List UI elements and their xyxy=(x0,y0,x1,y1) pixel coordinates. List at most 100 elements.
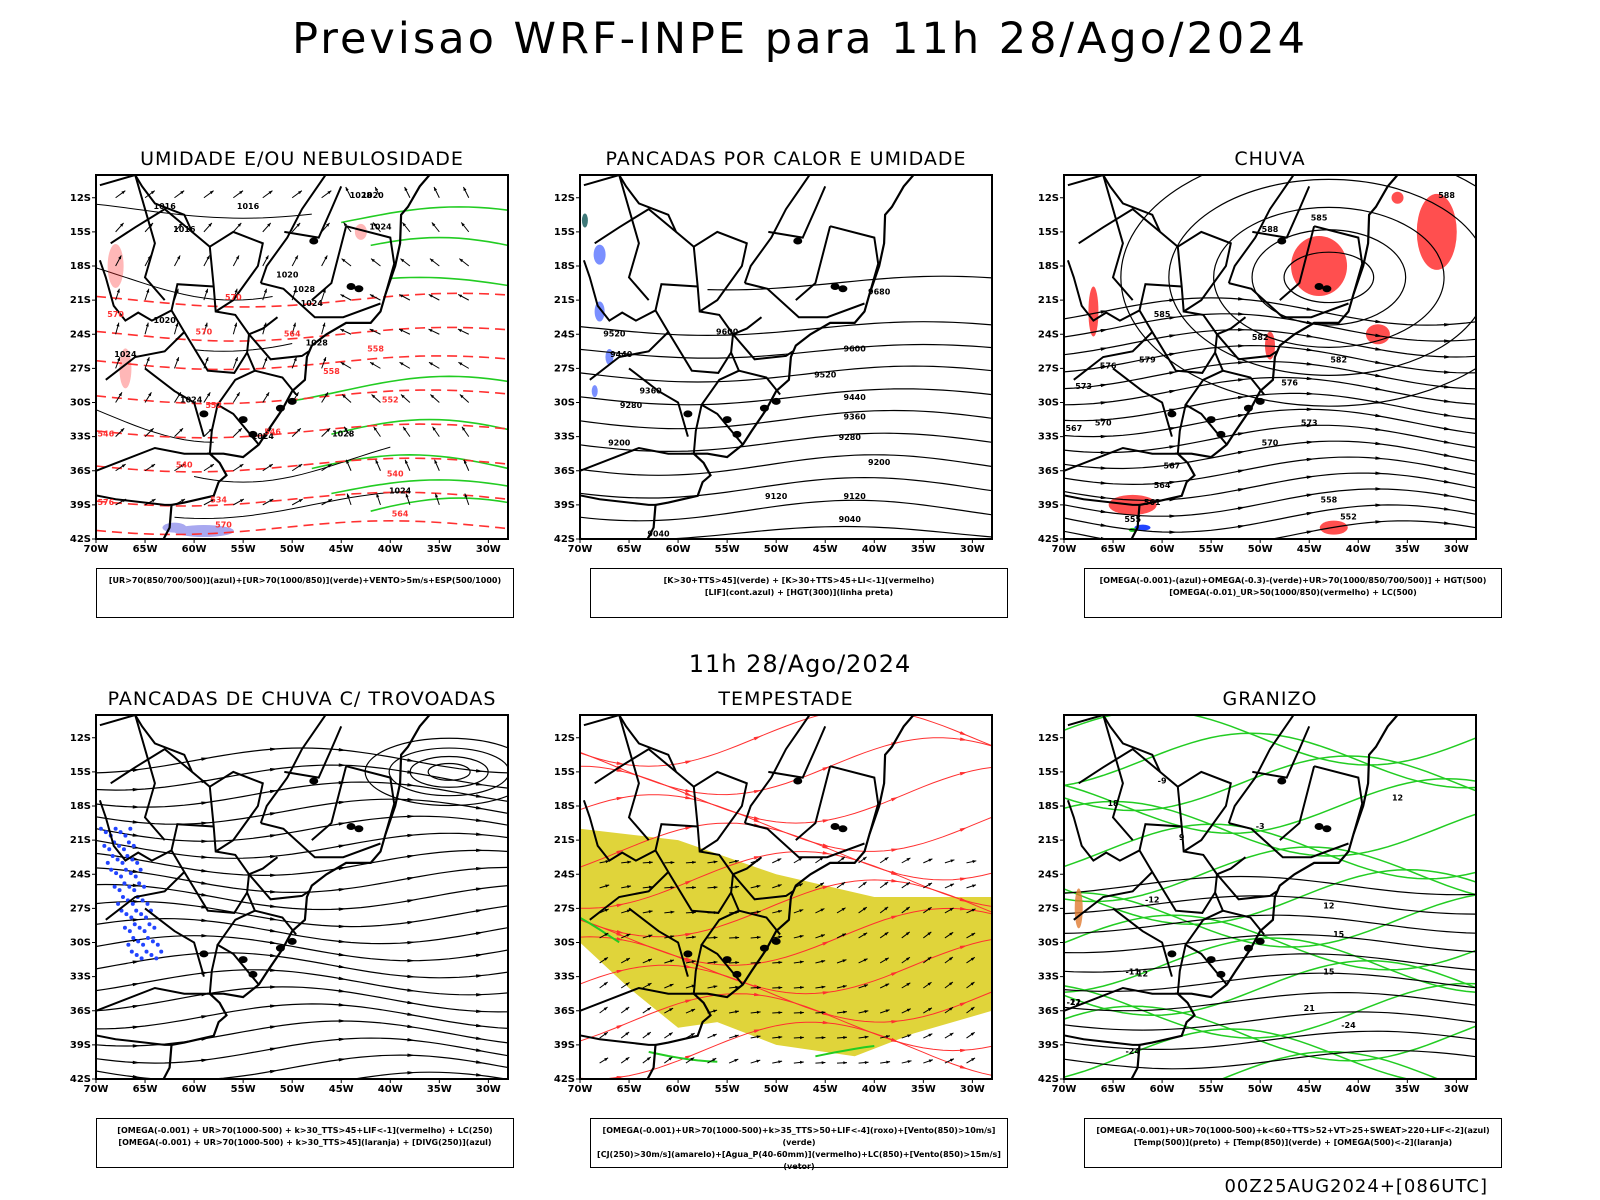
wind-arrowhead xyxy=(777,884,782,888)
wind-arrowhead xyxy=(648,910,653,914)
boundary-line xyxy=(731,316,794,361)
dot xyxy=(147,922,152,927)
lat-tick-label: 39S xyxy=(70,1040,91,1051)
lon-tick-label: 50W xyxy=(1248,544,1273,555)
streamline-arrow xyxy=(1100,310,1109,314)
streamline-arrow xyxy=(616,969,625,974)
streamline xyxy=(96,866,508,894)
wind-arrowhead xyxy=(864,1035,869,1039)
lat-tick-label: 42S xyxy=(554,534,575,545)
lat-tick-label: 27S xyxy=(1038,903,1059,914)
streamline-arrow xyxy=(270,890,278,894)
streamline-arrow xyxy=(132,899,141,904)
boundary-line xyxy=(580,446,694,472)
wind-arrowhead xyxy=(375,186,379,191)
legend-chuva: [OMEGA(-0.001)-(azul)+OMEGA(-0.3)-(verde… xyxy=(1084,568,1502,618)
dot xyxy=(127,929,132,934)
streamline-arrow xyxy=(269,747,278,751)
streamline-arrow xyxy=(407,920,415,925)
streamline xyxy=(1064,424,1476,454)
vortex-ring xyxy=(427,762,471,781)
lat-tick-label: 18S xyxy=(554,261,575,272)
boundary-line xyxy=(1252,726,1311,779)
streamline-arrow xyxy=(1238,344,1246,348)
wind-arrowhead xyxy=(267,222,271,227)
contour-line xyxy=(1064,755,1476,812)
contour-line xyxy=(96,326,508,342)
lat-tick-label: 18S xyxy=(70,261,91,272)
lake-mark xyxy=(1314,822,1324,830)
dot xyxy=(122,925,127,930)
wind-arrowhead xyxy=(625,1057,630,1061)
wind-arrowhead xyxy=(345,186,349,191)
streamline-arrow xyxy=(338,976,347,980)
streamline xyxy=(96,798,508,825)
streamline-arrow xyxy=(132,857,141,861)
streamline-arrow xyxy=(475,887,484,891)
wind-arrowhead xyxy=(927,907,932,911)
boundary-line xyxy=(829,765,880,835)
wind-arrowhead xyxy=(777,858,782,862)
wind-arrowhead xyxy=(369,329,374,333)
wind-arrowhead xyxy=(405,493,409,498)
boundary-line xyxy=(1112,367,1173,437)
wind-arrowhead xyxy=(906,982,911,987)
boundary-line xyxy=(628,367,689,437)
geography xyxy=(1064,175,1399,539)
contour-label: -11 xyxy=(1125,967,1140,976)
wind-arrowhead xyxy=(862,907,867,911)
wind-arrowhead xyxy=(118,255,122,260)
lon-tick-label: 30W xyxy=(1444,1084,1469,1095)
wind-arrowhead xyxy=(296,222,301,227)
streamline-arrow xyxy=(1169,480,1177,485)
contour-label: 9440 xyxy=(610,350,633,359)
contour-lines xyxy=(580,916,875,1063)
dot xyxy=(115,857,120,862)
wind-arrowhead xyxy=(341,258,346,263)
streamline-arrow xyxy=(407,1038,415,1042)
dot xyxy=(119,874,124,879)
contour-line xyxy=(1064,1050,1476,1070)
dot xyxy=(112,884,117,889)
wind-arrowhead xyxy=(843,1036,847,1040)
streamline-arrow xyxy=(1100,509,1109,514)
wind-arrowhead xyxy=(970,957,975,961)
streamline-arrow xyxy=(269,812,278,816)
boundary-line xyxy=(144,907,205,977)
streamline-arrow xyxy=(1169,514,1177,518)
streamline-arrow xyxy=(338,939,347,944)
wind-arrowhead xyxy=(690,1057,695,1061)
lon-tick-label: 60W xyxy=(182,1084,207,1095)
streamline-arrow xyxy=(753,818,762,823)
coastline xyxy=(1064,715,1399,1079)
lake-mark xyxy=(1277,777,1287,785)
lon-tick-label: 30W xyxy=(476,544,501,555)
streamline-arrow xyxy=(338,964,347,969)
streamline xyxy=(1064,520,1476,539)
streamline-arrow xyxy=(201,918,209,922)
boundary-line xyxy=(1228,282,1349,319)
contour-label: 9360 xyxy=(639,386,662,395)
wind-arrowhead xyxy=(670,910,675,914)
lat-tick-label: 12S xyxy=(554,733,575,744)
wind-arrowhead xyxy=(402,222,406,227)
streamline-arrow xyxy=(1375,456,1383,460)
lake-mark xyxy=(309,777,319,785)
wind-arrowhead xyxy=(906,957,910,961)
lat-tick-label: 18S xyxy=(554,801,575,812)
dot xyxy=(145,901,150,906)
legend-tempestade: [OMEGA(-0.001)+UR>70(1000-500)+k>35_TTS>… xyxy=(590,1118,1008,1171)
wind-arrowhead xyxy=(327,464,332,468)
lat-tick-label: 15S xyxy=(554,227,575,238)
shaded-patch xyxy=(581,213,588,228)
boundary-line xyxy=(1064,1034,1140,1046)
lat-tick-label: 39S xyxy=(70,500,91,511)
wind-arrowhead xyxy=(972,884,977,888)
dot xyxy=(124,912,129,917)
wind-arrowhead xyxy=(404,186,408,191)
streamline-arrow xyxy=(1238,543,1246,546)
streamline-arrow xyxy=(407,1053,415,1057)
wind-arrowhead xyxy=(234,288,238,293)
streamline-arrow xyxy=(1169,427,1177,431)
